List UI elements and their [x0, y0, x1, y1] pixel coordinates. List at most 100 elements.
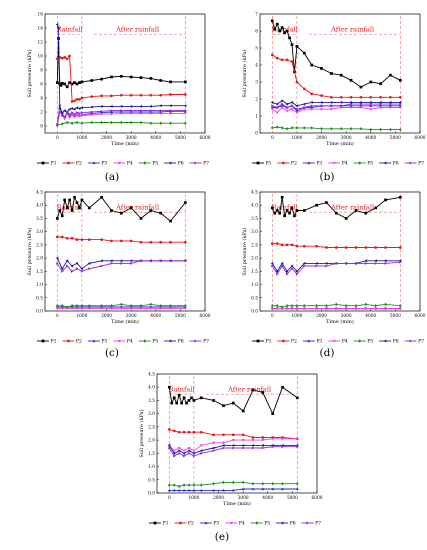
y-tick-label: 0.5 [36, 296, 43, 301]
data-point-p3 [261, 487, 265, 491]
data-point-p2 [70, 236, 74, 240]
y-tick-label: 12 [38, 41, 44, 46]
data-point-p4 [302, 307, 306, 310]
data-point-p2 [60, 56, 64, 60]
x-tick-label: 6000 [312, 496, 323, 501]
data-point-p6 [280, 261, 284, 265]
data-point-p4 [60, 307, 64, 310]
data-point-p5 [295, 303, 299, 308]
data-point-p1 [302, 51, 306, 55]
data-point-p5 [70, 303, 74, 308]
data-point-p5 [374, 303, 378, 308]
data-point-p7 [335, 261, 338, 265]
data-point-p1 [339, 73, 343, 77]
data-point-p6 [329, 100, 333, 104]
rainfall-label: Rainfall [169, 386, 195, 394]
legend-marker-p6 [383, 161, 387, 165]
data-point-p1 [241, 409, 245, 413]
data-point-p5 [271, 481, 275, 486]
data-point-p1 [180, 401, 183, 405]
data-point-p3 [109, 110, 113, 114]
data-point-p5 [354, 303, 358, 308]
y-tick-label: 6 [40, 83, 43, 88]
data-point-p6 [280, 99, 284, 103]
data-point-p1 [374, 206, 378, 210]
y-tick-label: 4.0 [251, 204, 258, 209]
data-point-p5 [167, 483, 171, 487]
data-point-p5 [285, 303, 289, 308]
series-p5 [55, 120, 187, 128]
data-point-p5 [187, 483, 191, 487]
series-line-p5 [57, 303, 186, 308]
legend-marker-p5 [143, 161, 147, 165]
legend-label-p5: P5 [367, 161, 373, 167]
data-point-p1 [65, 206, 69, 210]
data-point-p5 [129, 120, 133, 125]
legend-label-p7: P7 [418, 161, 424, 167]
legend-label-p4: P4 [342, 339, 348, 345]
y-tick-label: 4.5 [36, 191, 43, 196]
x-tick-label: 0 [271, 314, 274, 319]
data-point-p7 [290, 267, 294, 271]
data-point-p4 [109, 113, 113, 116]
data-point-p4 [149, 112, 153, 116]
data-point-p2 [349, 95, 353, 99]
data-point-p4 [388, 106, 392, 110]
series-p2 [167, 428, 299, 441]
data-point-p6 [270, 100, 274, 104]
data-point-p4 [315, 307, 319, 310]
data-point-p4 [70, 113, 74, 117]
y-tick-label: 0.5 [148, 478, 155, 483]
data-point-p7 [303, 106, 306, 109]
data-point-p3 [388, 104, 392, 107]
data-point-p2 [55, 57, 59, 61]
data-point-p4 [329, 108, 333, 111]
series-p7 [271, 260, 402, 276]
data-point-p7 [340, 104, 343, 108]
data-point-p7 [399, 102, 402, 106]
data-point-p6 [275, 102, 279, 106]
x-tick-label: 3000 [126, 314, 137, 319]
data-point-p6 [314, 261, 318, 265]
data-point-p5 [290, 303, 294, 308]
data-point-p4 [285, 109, 289, 113]
data-point-p3 [369, 104, 373, 107]
data-point-p3 [241, 487, 245, 491]
data-point-p7 [285, 272, 289, 276]
y-tick-label: 3.0 [148, 412, 155, 417]
data-point-p4 [280, 106, 284, 110]
legend-marker-p6 [168, 161, 172, 165]
x-tick-label: 2000 [316, 314, 327, 319]
data-point-p7 [75, 267, 79, 271]
data-point-p4 [270, 307, 274, 310]
data-point-p1 [349, 78, 353, 82]
data-point-p6 [302, 261, 306, 265]
data-point-p2 [55, 235, 59, 239]
data-point-p2 [70, 100, 74, 103]
data-point-p7 [369, 102, 373, 106]
data-point-p6 [109, 259, 113, 263]
data-point-p5 [359, 126, 363, 131]
data-point-p5 [295, 126, 299, 130]
after-rainfall-label: After rainfall [330, 26, 374, 34]
data-point-p7 [295, 272, 299, 276]
data-point-p7 [80, 111, 84, 115]
data-point-p7 [296, 445, 299, 449]
data-point-p3 [199, 488, 203, 492]
data-point-p7 [139, 109, 143, 113]
data-point-p7 [56, 261, 59, 265]
legend-marker-p3 [307, 161, 311, 165]
data-point-p7 [100, 264, 104, 268]
data-point-p7 [285, 106, 289, 109]
panel-caption: (a) [105, 171, 119, 183]
data-point-p1 [231, 401, 235, 405]
legend-marker-p7 [306, 521, 310, 525]
data-point-p2 [169, 93, 172, 96]
data-point-p2 [398, 246, 402, 249]
data-point-p1 [190, 396, 193, 400]
data-point-p4 [384, 307, 388, 310]
data-point-p4 [295, 437, 299, 441]
series-p1 [55, 37, 187, 89]
data-point-p6 [75, 106, 79, 110]
data-point-p7 [379, 102, 383, 106]
